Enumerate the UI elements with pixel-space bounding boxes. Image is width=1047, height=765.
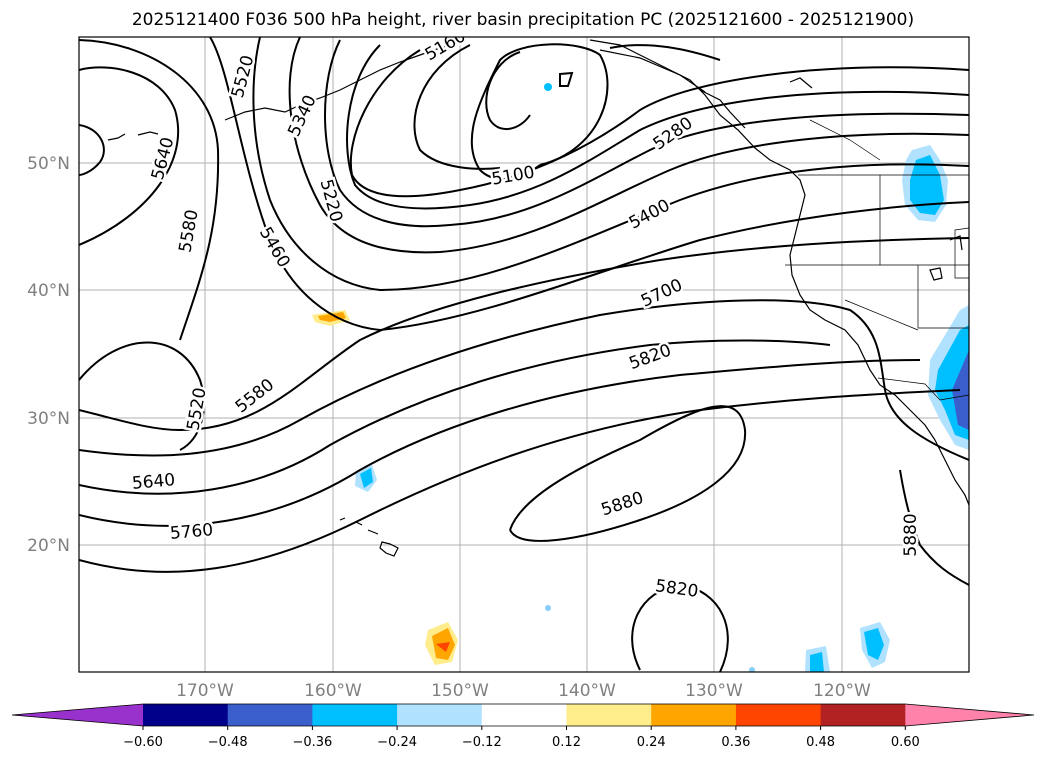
colorbar-tick-label: 0.60 <box>891 735 920 750</box>
colorbar-tick-label: −0.12 <box>462 735 502 750</box>
lon-label: 140°W <box>558 681 616 701</box>
graticule <box>79 37 969 672</box>
contour-label: 5640 <box>131 470 176 494</box>
longitude-labels: 170°W 160°W 150°W 140°W 130°W 120°W <box>176 681 871 701</box>
colorbar-segment <box>143 704 229 726</box>
contour-label: 5400 <box>626 196 674 234</box>
colorbar-tick-label: −0.24 <box>377 735 417 750</box>
colorbar-segment <box>651 704 737 726</box>
borders <box>785 119 969 401</box>
colorbar-segment <box>735 704 822 726</box>
colorbar-tick-label: 0.12 <box>552 735 581 750</box>
lat-label: 40°N <box>27 281 70 301</box>
height-contours <box>79 37 969 672</box>
lon-label: 120°W <box>813 681 871 701</box>
contour-label: 5580 <box>232 375 278 417</box>
colorbar: −0.60 −0.48 −0.36 −0.24 −0.12 0.12 0.24 0.36 0.4… <box>11 703 1035 750</box>
colorbar-extend-high <box>905 704 1034 726</box>
colorbar-tick-label: −0.48 <box>208 735 248 750</box>
map-area: 5520 5640 5580 5340 5220 5460 5100 5280 … <box>79 26 969 672</box>
contour-label: 5220 <box>316 177 347 224</box>
colorbar-segment <box>312 704 398 726</box>
contour-label: 5880 <box>901 513 921 556</box>
lon-label: 170°W <box>176 681 234 701</box>
contour-label: 5820 <box>654 576 700 602</box>
map-title: 2025121400 F036 500 hPa height, river ba… <box>132 10 914 30</box>
lat-label: 20°N <box>27 536 70 556</box>
contour-label: 5880 <box>599 488 646 520</box>
colorbar-segment <box>566 704 652 726</box>
contour-label: 5100 <box>490 162 536 189</box>
map-frame <box>78 36 970 673</box>
colorbar-segment <box>820 704 906 726</box>
colorbar-extend-low <box>12 704 143 726</box>
colorbar-tick-label: 0.24 <box>637 735 666 750</box>
lon-label: 160°W <box>304 681 362 701</box>
colorbar-tick-label: 0.36 <box>721 735 750 750</box>
lat-label: 30°N <box>27 409 70 429</box>
contour-label: 5460 <box>255 224 294 271</box>
precip-shading <box>312 83 969 672</box>
colorbar-segment <box>397 704 483 726</box>
lat-label: 50°N <box>27 154 70 174</box>
latitude-labels: 50°N 40°N 30°N 20°N <box>27 154 70 556</box>
colorbar-segment <box>481 704 567 726</box>
contour-label: 5580 <box>175 208 202 254</box>
coastlines <box>107 39 969 557</box>
colorbar-segment <box>227 704 313 726</box>
colorbar-tick-label: 0.48 <box>806 735 835 750</box>
lon-label: 130°W <box>685 681 743 701</box>
colorbar-tick-label: −0.36 <box>292 735 332 750</box>
contour-label: 5280 <box>650 113 697 154</box>
lon-label: 150°W <box>431 681 489 701</box>
contour-label: 5160 <box>422 26 469 65</box>
colorbar-tick-label: −0.60 <box>123 735 163 750</box>
contour-label: 5760 <box>169 520 214 544</box>
contour-label: 5520 <box>183 386 210 432</box>
